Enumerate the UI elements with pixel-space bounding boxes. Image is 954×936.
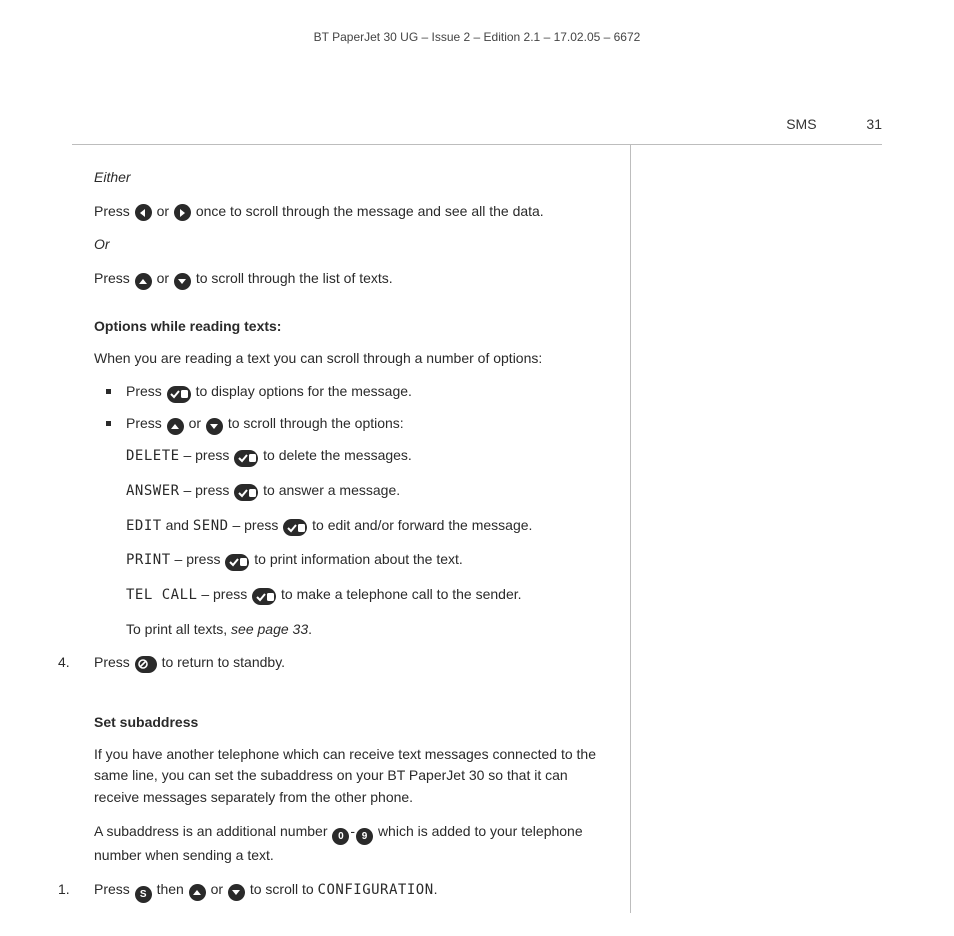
left-arrow-icon bbox=[135, 204, 152, 221]
action-delete: DELETE – press to delete the messages. bbox=[126, 445, 614, 468]
key-0-icon: 0 bbox=[332, 828, 349, 845]
action-list: DELETE – press to delete the messages. A… bbox=[126, 445, 614, 640]
key-9-icon: 9 bbox=[356, 828, 373, 845]
subaddress-desc-2: A subaddress is an additional number 0-9… bbox=[94, 821, 614, 867]
columns: Either Press or once to scroll through t… bbox=[72, 145, 882, 913]
subaddress-desc-1: If you have another telephone which can … bbox=[94, 744, 614, 809]
up-arrow-icon bbox=[189, 884, 206, 901]
action-print: PRINT – press to print information about… bbox=[126, 549, 614, 572]
document-header: BT PaperJet 30 UG – Issue 2 – Edition 2.… bbox=[72, 30, 882, 44]
subaddress-heading: Set subaddress bbox=[94, 712, 614, 734]
scroll-list-instruction: Press or to scroll through the list of t… bbox=[94, 268, 614, 290]
ok-icon bbox=[167, 386, 191, 403]
up-arrow-icon bbox=[167, 418, 184, 435]
page-number: 31 bbox=[866, 116, 882, 132]
step-1: 1. Press S then or to scroll to CONFIGUR… bbox=[58, 879, 614, 904]
page: BT PaperJet 30 UG – Issue 2 – Edition 2.… bbox=[0, 0, 954, 913]
down-arrow-icon bbox=[206, 418, 223, 435]
ok-icon bbox=[225, 554, 249, 571]
or-label: Or bbox=[94, 234, 614, 256]
left-column: Either Press or once to scroll through t… bbox=[72, 145, 631, 913]
key-s-icon: S bbox=[135, 886, 152, 903]
step-number: 1. bbox=[58, 879, 94, 904]
right-arrow-icon bbox=[174, 204, 191, 221]
bullet-display-options: Press to display options for the message… bbox=[106, 381, 614, 403]
scroll-message-instruction: Press or once to scroll through the mess… bbox=[94, 201, 614, 223]
step-number: 4. bbox=[58, 652, 94, 674]
section-label: SMS bbox=[786, 116, 816, 132]
ok-icon bbox=[234, 450, 258, 467]
ok-icon bbox=[234, 484, 258, 501]
either-label: Either bbox=[94, 167, 614, 189]
up-arrow-icon bbox=[135, 273, 152, 290]
stop-icon bbox=[135, 656, 157, 673]
options-intro: When you are reading a text you can scro… bbox=[94, 348, 614, 370]
action-tel-call: TEL CALL – press to make a telephone cal… bbox=[126, 584, 614, 607]
step-4: 4. Press to return to standby. bbox=[58, 652, 614, 674]
print-all-ref: To print all texts, see page 33. bbox=[126, 619, 614, 641]
options-bullets: Press to display options for the message… bbox=[106, 381, 614, 640]
running-head: SMS 31 bbox=[72, 116, 882, 132]
action-answer: ANSWER – press to answer a message. bbox=[126, 480, 614, 503]
action-edit-send: EDIT and SEND – press to edit and/or for… bbox=[126, 515, 614, 538]
ok-icon bbox=[283, 519, 307, 536]
down-arrow-icon bbox=[228, 884, 245, 901]
right-column bbox=[631, 145, 882, 913]
down-arrow-icon bbox=[174, 273, 191, 290]
ok-icon bbox=[252, 588, 276, 605]
options-heading: Options while reading texts: bbox=[94, 316, 614, 338]
bullet-scroll-options: Press or to scroll through the options: … bbox=[106, 413, 614, 640]
